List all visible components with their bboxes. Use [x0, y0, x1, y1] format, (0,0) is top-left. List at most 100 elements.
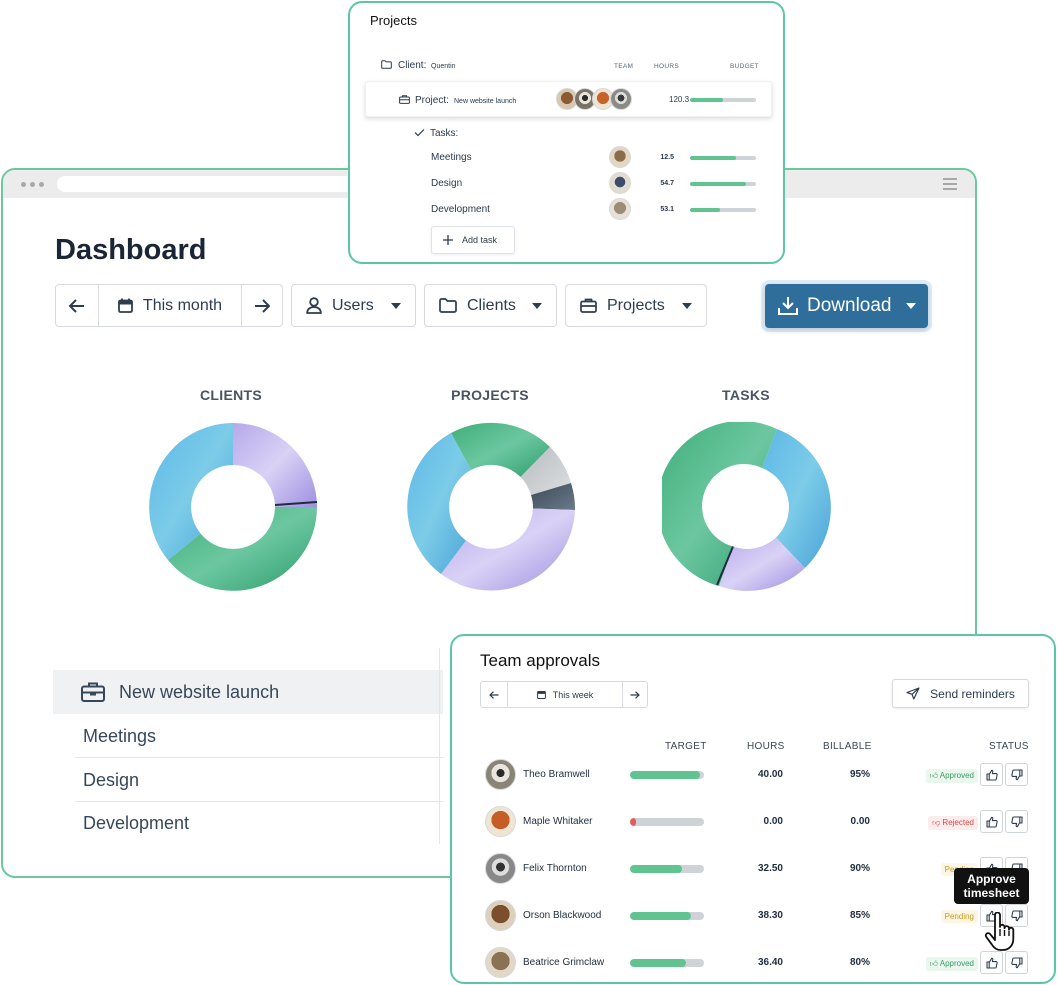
reject-button[interactable] [1005, 810, 1028, 833]
col-billable-header: BILLABLE [823, 741, 872, 752]
team-approvals-card: Team approvals This week Send reminders … [450, 634, 1056, 984]
next-week-button[interactable] [622, 682, 647, 707]
clients-segment-green [168, 507, 317, 591]
approve-button[interactable] [980, 951, 1003, 974]
project-row[interactable]: Project: New website launch 120.3 [365, 81, 772, 117]
billable-value: 95% [849, 769, 870, 780]
week-selector: This week [480, 681, 648, 708]
previous-week-button[interactable] [481, 682, 507, 707]
list-item-selected[interactable]: New website launch [53, 670, 443, 714]
reject-button[interactable] [1005, 763, 1028, 786]
approve-timesheet-tooltip: Approve timesheet [954, 868, 1029, 904]
chevron-down-icon [905, 303, 916, 309]
project-hours: 120.3 [669, 95, 690, 104]
avatar [609, 146, 631, 168]
window-dots [21, 182, 44, 187]
tasks-donut-chart [662, 422, 831, 591]
table-row: Beatrice Grimclaw 36.40 80% 👍︎ Approved [452, 947, 1058, 979]
list-item[interactable]: Design [75, 759, 443, 802]
billable-value: 80% [849, 957, 870, 968]
avatar [609, 198, 631, 220]
list-item-label: New website launch [119, 681, 280, 702]
briefcase-icon [580, 298, 597, 313]
member-name: Theo Bramwell [523, 769, 590, 780]
table-row: Maple Whitaker 0.00 0.00 👎︎ Rejected [452, 806, 1058, 838]
reject-button[interactable] [1005, 904, 1028, 927]
briefcase-icon [399, 95, 410, 104]
member-name: Beatrice Grimclaw [523, 957, 605, 968]
thumbs-up-icon: 👍︎ [929, 771, 940, 780]
clients-filter-label: Clients [467, 296, 516, 314]
thumbs-up-icon: 👍︎ [929, 959, 940, 968]
task-row[interactable]: Development 53.1 [350, 198, 787, 224]
clients-filter[interactable]: Clients [424, 284, 557, 327]
chevron-down-icon [391, 302, 401, 309]
task-row[interactable]: Design 54.7 [350, 172, 787, 198]
list-item[interactable]: Meetings [75, 715, 443, 758]
next-period-button[interactable] [241, 285, 282, 326]
plus-icon [443, 235, 453, 245]
donut-title-tasks: TASKS [722, 387, 770, 403]
approve-button[interactable] [980, 810, 1003, 833]
task-hours: 54.7 [660, 180, 674, 187]
table-row: Orson Blackwood 38.30 85% Pending [452, 900, 1058, 932]
member-name: Maple Whitaker [523, 816, 593, 827]
check-icon [414, 129, 425, 137]
billable-value: 85% [849, 910, 870, 921]
chevron-down-icon [532, 302, 542, 309]
client-label: Client: [398, 60, 427, 71]
download-icon [778, 297, 798, 315]
col-budget-header: BUDGET [730, 63, 759, 70]
clients-segments [149, 423, 318, 591]
table-row: Theo Bramwell 40.00 95% 👍︎ Approved [452, 759, 1058, 791]
send-reminders-button[interactable]: Send reminders [892, 679, 1029, 708]
member-name: Felix Thornton [523, 863, 587, 874]
task-budget-bar [690, 208, 756, 212]
avatar [485, 900, 516, 931]
project-label: Project: [415, 95, 449, 106]
period-button[interactable]: This month [98, 285, 241, 326]
avatar [485, 806, 516, 837]
target-bar [630, 959, 704, 967]
users-filter-label: Users [332, 296, 374, 314]
tooltip-line-2: timesheet [963, 886, 1020, 900]
add-task-button[interactable]: Add task [431, 226, 515, 254]
address-bar[interactable] [57, 176, 357, 192]
arrow-right-icon [255, 298, 270, 313]
week-button[interactable]: This week [507, 682, 622, 707]
add-task-label: Add task [462, 235, 498, 245]
approve-button[interactable] [980, 763, 1003, 786]
briefcase-icon [81, 682, 105, 702]
task-hours: 12.5 [660, 154, 674, 161]
projects-segment-slate [531, 483, 576, 510]
previous-period-button[interactable] [56, 285, 98, 326]
task-name: Design [431, 178, 463, 189]
projects-card: Projects Client: Quentin TEAM HOURS BUDG… [348, 1, 785, 264]
task-name: Meetings [431, 152, 472, 163]
period-selector: This month [55, 284, 283, 327]
thumbs-down-icon [1010, 768, 1023, 780]
status-text: Approved [939, 771, 974, 780]
user-icon [306, 297, 322, 314]
projects-filter-label: Projects [607, 296, 665, 314]
donut-title-projects: PROJECTS [451, 387, 529, 403]
col-target-header: TARGET [665, 741, 707, 752]
tasks-segment-green [662, 422, 777, 586]
download-button[interactable]: Download [765, 284, 928, 328]
menu-icon[interactable] [943, 178, 957, 190]
project-budget-bar [690, 98, 756, 102]
thumbs-up-icon [985, 957, 998, 969]
projects-filter[interactable]: Projects [565, 284, 707, 327]
reject-button[interactable] [1005, 951, 1028, 974]
status-text: Approved [939, 959, 974, 968]
users-filter[interactable]: Users [291, 284, 416, 327]
target-bar-fill [630, 959, 686, 967]
projects-donut-chart [407, 422, 576, 591]
list-item[interactable]: Development [83, 813, 190, 833]
task-budget-fill [690, 156, 737, 160]
tasks-segment-lavender [719, 537, 805, 591]
thumbs-down-icon [1010, 909, 1023, 921]
status-text: Rejected [942, 818, 974, 827]
task-row[interactable]: Meetings 12.5 [350, 146, 787, 172]
send-icon [906, 687, 920, 700]
